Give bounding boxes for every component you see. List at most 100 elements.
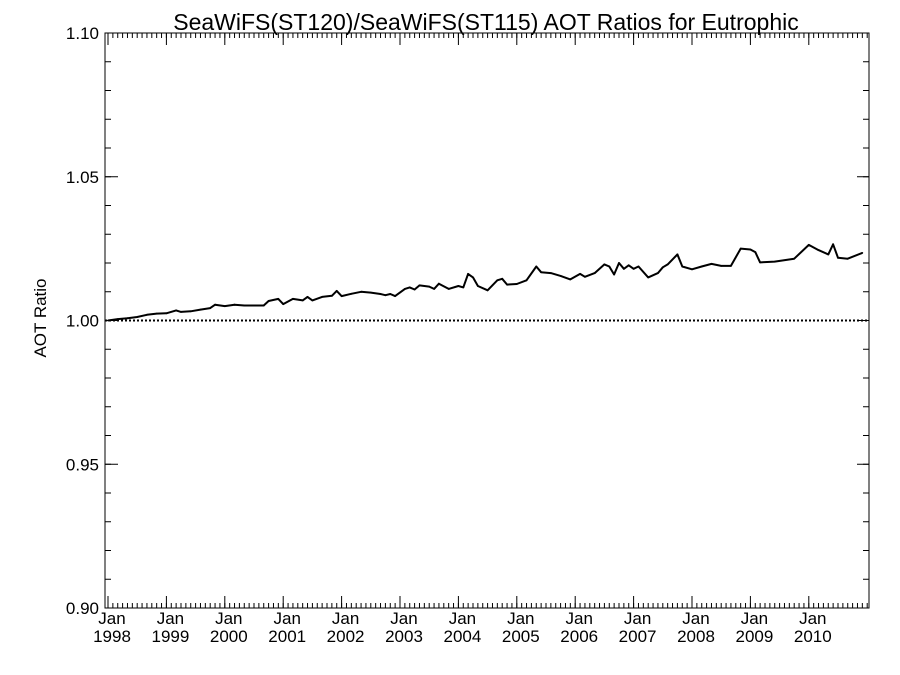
data-point: [369, 291, 372, 294]
data-point: [335, 290, 338, 292]
data-point: [433, 288, 435, 290]
y-tick-label: 1.10: [66, 24, 99, 43]
data-point: [861, 252, 864, 254]
data-point: [472, 276, 474, 279]
x-tick-label-year: 2009: [735, 627, 773, 646]
data-point: [165, 312, 168, 315]
data-point: [214, 303, 217, 306]
x-tick-label-year: 2006: [560, 627, 598, 646]
data-point: [661, 266, 664, 269]
data-point: [199, 308, 202, 311]
x-tick-label-year: 1998: [93, 627, 131, 646]
data-point: [749, 248, 752, 251]
x-tick-label-month: Jan: [273, 609, 300, 628]
chart-title: SeaWiFS(ST120)/SeaWiFS(ST115) AOT Ratios…: [173, 9, 798, 35]
data-point: [623, 267, 625, 270]
data-point: [627, 264, 630, 267]
y-tick-label: 0.95: [66, 455, 99, 474]
data-point: [569, 278, 572, 281]
x-tick-label-month: Jan: [157, 609, 184, 628]
data-point: [438, 282, 440, 285]
x-tick-label-year: 1999: [151, 627, 189, 646]
data-point: [832, 243, 834, 246]
y-tick-label: 0.90: [66, 599, 99, 618]
data-point: [700, 265, 703, 268]
data-point: [457, 285, 460, 287]
x-tick-label-year: 2005: [502, 627, 540, 646]
y-tick-label: 1.00: [66, 312, 99, 331]
x-tick-label-year: 2004: [443, 627, 481, 646]
data-point: [559, 275, 562, 277]
x-tick-label-month: Jan: [565, 609, 592, 628]
data-point: [404, 288, 406, 290]
data-point: [233, 303, 236, 306]
data-point: [408, 286, 411, 289]
x-tick-label-month: Jan: [799, 609, 826, 628]
data-point: [657, 272, 659, 274]
data-point: [350, 292, 353, 295]
data-point: [155, 312, 158, 315]
data-point: [730, 265, 732, 267]
x-tick-label-year: 2001: [268, 627, 306, 646]
x-tick-label-year: 2010: [794, 627, 832, 646]
data-point: [209, 307, 212, 309]
data-point: [807, 244, 810, 246]
x-tick-label-month: Jan: [682, 609, 709, 628]
x-tick-label-month: Jan: [332, 609, 359, 628]
data-point: [301, 299, 304, 302]
data-point: [579, 273, 581, 275]
x-tick-label-month: Jan: [624, 609, 651, 628]
data-point: [593, 272, 596, 274]
data-point: [535, 265, 538, 268]
data-point: [311, 299, 314, 302]
data-point: [710, 263, 713, 265]
data-point: [773, 260, 776, 263]
data-point: [681, 265, 684, 268]
data-point: [496, 279, 499, 282]
x-tick-label-month: Jan: [741, 609, 768, 628]
data-point: [793, 257, 796, 260]
series-points: [107, 243, 864, 322]
data-point: [136, 316, 139, 318]
data-point: [720, 265, 723, 267]
data-point: [550, 272, 552, 274]
data-point: [501, 277, 504, 280]
data-point: [506, 283, 508, 286]
data-point: [632, 267, 635, 270]
data-point: [321, 296, 323, 298]
data-point: [331, 294, 333, 297]
data-point: [262, 304, 265, 307]
data-point: [666, 263, 669, 266]
data-point: [462, 286, 465, 289]
x-tick-label-month: Jan: [507, 609, 534, 628]
x-tick-label-year: 2002: [327, 627, 365, 646]
data-point: [477, 285, 479, 287]
data-point: [837, 256, 839, 259]
data-point: [447, 288, 450, 290]
data-point: [384, 294, 387, 297]
data-point: [846, 257, 849, 260]
x-tick-label-month: Jan: [98, 609, 125, 628]
data-point: [277, 298, 280, 300]
data-point: [282, 303, 285, 305]
x-tick-label-month: Jan: [390, 609, 417, 628]
data-point: [608, 265, 611, 268]
x-axis-ticks: Jan1998Jan1999Jan2000Jan2001Jan2002Jan20…: [93, 33, 832, 646]
data-point: [754, 251, 757, 254]
data-point: [827, 253, 830, 256]
data-point: [243, 304, 246, 307]
data-point: [379, 293, 382, 295]
data-point: [515, 283, 518, 285]
data-point: [413, 288, 416, 291]
data-point: [223, 305, 226, 307]
series-line-aot-ratio: [107, 243, 863, 322]
x-tick-label-month: Jan: [449, 609, 476, 628]
data-point: [126, 317, 129, 320]
data-point: [540, 271, 542, 274]
data-point: [394, 295, 396, 297]
x-tick-label-month: Jan: [215, 609, 242, 628]
data-point: [739, 247, 742, 250]
data-point: [676, 253, 679, 256]
x-tick-label-year: 2003: [385, 627, 423, 646]
